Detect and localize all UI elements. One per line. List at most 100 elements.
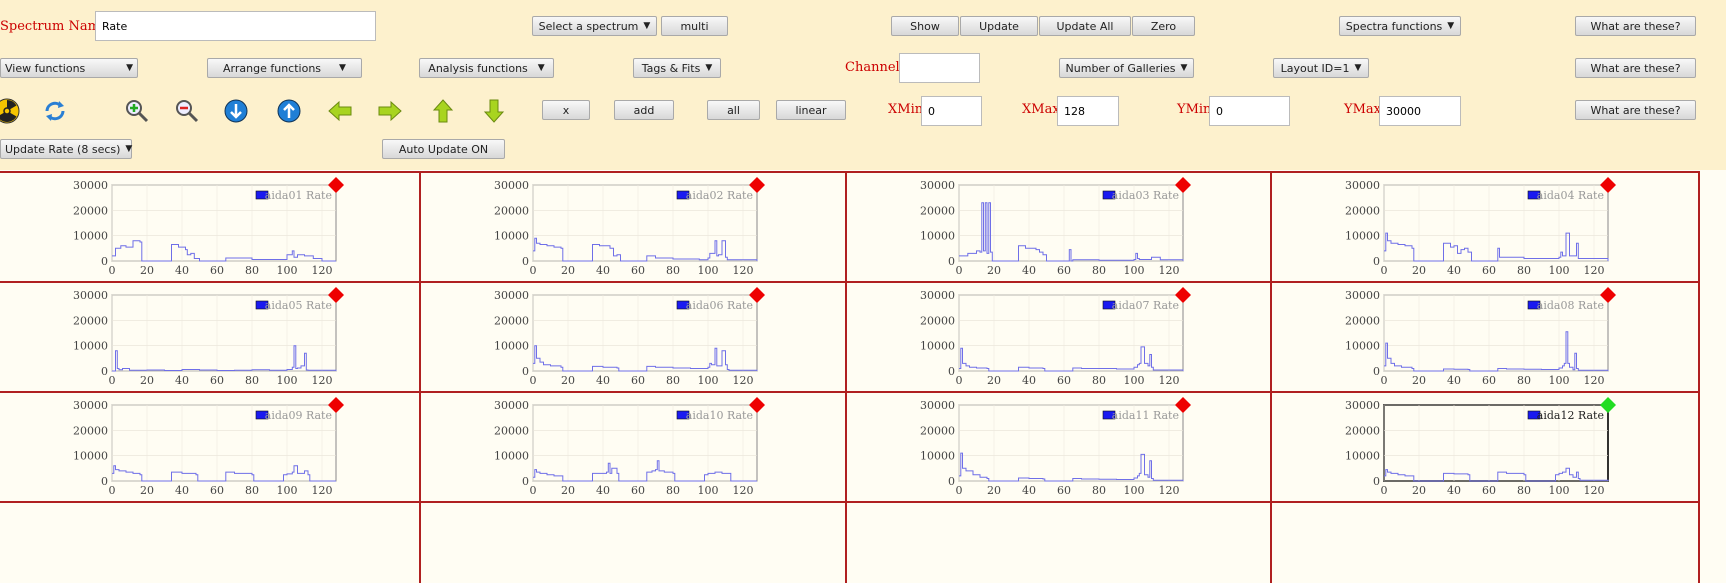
update-button[interactable]: Update [960,16,1038,36]
ymin-input[interactable]: 0 [1209,96,1290,126]
update-all-button[interactable]: Update All [1039,16,1131,36]
x-tick-label: 20 [987,264,1001,277]
legend-swatch [255,300,269,310]
ymin-label: YMin [1177,102,1212,117]
spectrum-plot[interactable]: 30000 20000 10000 00 20 40 60 80 100 120 aida10 Ra… [485,397,765,501]
spectrum-cell[interactable]: 30000 20000 10000 0 0 20 40 60 80 100 120 aida03 Ra… [853,173,1273,281]
status-diamond-icon[interactable] [328,177,344,193]
status-diamond-icon[interactable] [1600,177,1616,193]
spectrum-name-input[interactable]: Rate [95,11,376,41]
y-tick-label: 30000 [920,399,955,412]
ymax-input[interactable]: 30000 [1379,96,1461,126]
spectrum-cell[interactable]: 30000 20000 10000 0 0 20 40 60 80 100 120 aida07 Ra… [853,283,1273,391]
add-button[interactable]: add [614,100,674,120]
zero-button[interactable]: Zero [1132,16,1195,36]
spectrum-cell[interactable]: 30000 20000 10000 0 0 20 40 60 80 100 120 aida10 Ra… [427,393,847,501]
x-tick-label: 80 [666,374,680,387]
status-diamond-icon[interactable] [1600,397,1616,413]
channel-label: Channel: [845,60,905,75]
refresh-icon[interactable] [42,98,68,124]
view-functions-dropdown[interactable]: View functions ▼ [0,58,138,78]
legend-label: aida11 Rate [1112,409,1179,422]
x-tick-label: 80 [1517,264,1531,277]
xmin-input[interactable]: 0 [921,96,982,126]
spectrum-plot[interactable]: 30000 20000 10000 00 20 40 60 80 100 120 aida04 Ra… [1336,177,1616,281]
multi-button[interactable]: multi [661,16,728,36]
spectrum-plot[interactable]: 30000 20000 10000 00 20 40 60 80 100 120 aida06 Ra… [485,287,765,391]
spectrum-cell[interactable]: 30000 20000 10000 0 0 20 40 60 80 100 120 aida08 Ra… [1278,283,1698,391]
arrow-up-icon[interactable] [430,98,456,124]
x-tick-label: 80 [666,264,680,277]
xmax-input[interactable]: 128 [1057,96,1119,126]
what-are-these-button-3[interactable]: What are these? [1575,100,1696,120]
what-are-these-button-1[interactable]: What are these? [1575,16,1696,36]
status-diamond-icon[interactable] [749,177,765,193]
analysis-functions-dropdown[interactable]: Analysis functions ▼ [419,58,554,78]
y-tick-label: 10000 [1345,450,1380,463]
tags-fits-dropdown[interactable]: Tags & Fits ▼ [633,58,721,78]
channel-input[interactable] [899,53,980,83]
y-tick-label: 0 [1373,365,1380,378]
spectrum-plot[interactable]: 30000 20000 10000 00 20 40 60 80 100 120 aida11 Ra… [911,397,1191,501]
linear-button[interactable]: linear [776,100,846,120]
x-tick-label: 60 [210,264,224,277]
plot-frame [532,404,758,482]
auto-update-button[interactable]: Auto Update ON [382,139,505,159]
radiation-icon[interactable] [0,98,20,124]
scroll-down-icon[interactable] [223,98,249,124]
arrange-functions-dropdown[interactable]: Arrange functions ▼ [207,58,362,78]
x-tick-label: 60 [210,374,224,387]
spectrum-cell[interactable]: 30000 20000 10000 0 0 20 40 60 80 100 120 aida11 Ra… [853,393,1273,501]
arrow-right-icon[interactable] [377,98,403,124]
y-tick-label: 20000 [73,424,108,437]
zoom-out-icon[interactable] [173,97,199,123]
update-rate-dropdown[interactable]: Update Rate (8 secs) ▼ [0,139,132,159]
series-line [533,345,758,372]
spectrum-plot[interactable]: 30000 20000 10000 00 20 40 60 80 100 120 aida05 Ra… [64,287,344,391]
show-button[interactable]: Show [891,16,959,36]
status-diamond-icon[interactable] [1175,287,1191,303]
number-of-galleries-dropdown[interactable]: Number of Galleries ▼ [1059,58,1194,78]
spectrum-plot[interactable]: 30000 20000 10000 00 20 40 60 80 100 120 aida07 Ra… [911,287,1191,391]
series-line [959,452,1184,482]
what-are-these-button-2[interactable]: What are these? [1575,58,1696,78]
x-tick-label: 40 [1022,264,1036,277]
spectrum-plot[interactable]: 30000 20000 10000 00 20 40 60 80 100 120 aida02 Ra… [485,177,765,281]
status-diamond-icon[interactable] [1175,397,1191,413]
spectrum-cell[interactable]: 30000 20000 10000 0 0 20 40 60 80 100 120 aida12 Ra… [1278,393,1698,501]
status-diamond-icon[interactable] [749,397,765,413]
y-tick-label: 0 [948,475,955,488]
x-button[interactable]: x [542,100,590,120]
status-diamond-icon[interactable] [328,397,344,413]
spectrum-cell[interactable]: 30000 20000 10000 0 0 20 40 60 80 100 120 aida04 Ra… [1278,173,1698,281]
x-tick-label: 40 [596,264,610,277]
spectrum-cell[interactable]: 30000 20000 10000 0 0 20 40 60 80 100 120 aida05 Ra… [6,283,426,391]
x-tick-label: 80 [1092,264,1106,277]
layout-dropdown[interactable]: Layout ID=1 ▼ [1273,58,1369,78]
x-tick-label: 40 [1022,374,1036,387]
spectrum-plot[interactable]: 30000 20000 10000 00 20 40 60 80 100 120 aida03 Ra… [911,177,1191,281]
all-button[interactable]: all [707,100,760,120]
spectrum-plot[interactable]: 30000 20000 10000 00 20 40 60 80 100 120 aida08 Ra… [1336,287,1616,391]
status-diamond-icon[interactable] [328,287,344,303]
x-tick-label: 120 [312,484,333,497]
spectrum-plot[interactable]: 30000 20000 10000 00 20 40 60 80 100 120 aida01 Ra… [64,177,344,281]
spectra-functions-dropdown[interactable]: Spectra functions ▼ [1339,16,1461,36]
scroll-up-icon[interactable] [276,98,302,124]
arrow-left-icon[interactable] [327,98,353,124]
spectrum-plot[interactable]: 30000 20000 10000 00 20 40 60 80 100 120 aida09 Ra… [64,397,344,501]
spectrum-cell[interactable]: 30000 20000 10000 0 0 20 40 60 80 100 120 aida01 Ra… [6,173,426,281]
y-tick-label: 30000 [1345,399,1380,412]
arrow-down-icon[interactable] [481,98,507,124]
chevron-down-icon: ▼ [125,144,133,154]
status-diamond-icon[interactable] [1600,287,1616,303]
status-diamond-icon[interactable] [1175,177,1191,193]
spectrum-cell[interactable]: 30000 20000 10000 0 0 20 40 60 80 100 120 aida02 Ra… [427,173,847,281]
spectrum-plot[interactable]: 30000 20000 10000 00 20 40 60 80 100 120 aida12 Ra… [1336,397,1616,501]
chevron-down-icon: ▼ [643,21,651,31]
zoom-in-icon[interactable] [123,97,149,123]
status-diamond-icon[interactable] [749,287,765,303]
select-spectrum-dropdown[interactable]: Select a spectrum ▼ [532,16,657,36]
spectrum-cell[interactable]: 30000 20000 10000 0 0 20 40 60 80 100 120 aida06 Ra… [427,283,847,391]
spectrum-cell[interactable]: 30000 20000 10000 0 0 20 40 60 80 100 120 aida09 Ra… [6,393,426,501]
